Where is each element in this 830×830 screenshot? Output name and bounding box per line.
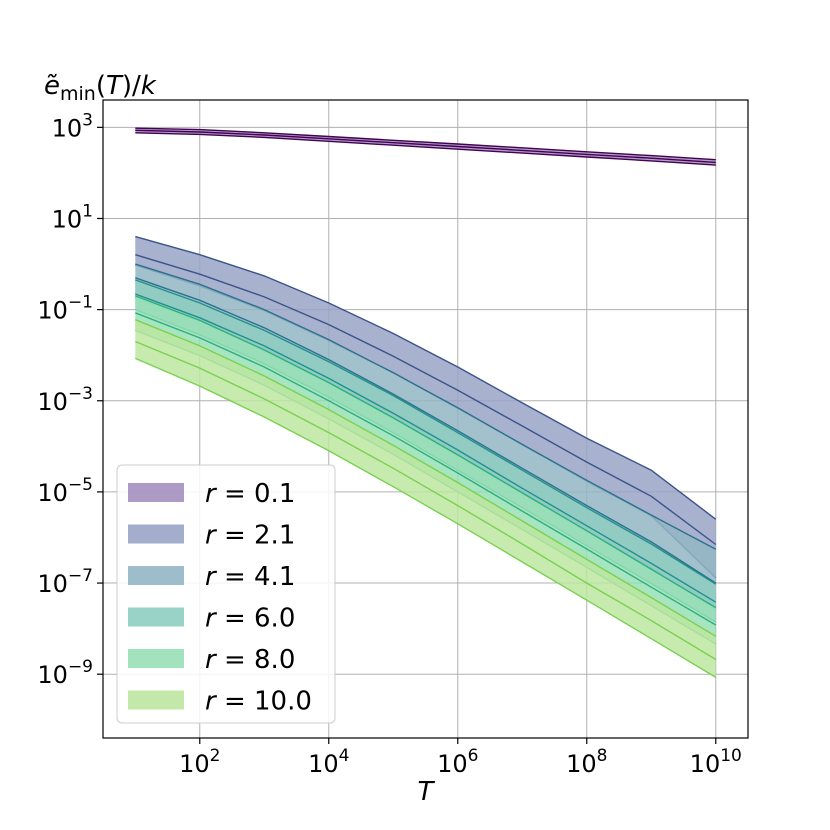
series-line-middle xyxy=(135,312,717,626)
legend-swatch xyxy=(128,524,184,544)
legend-label: r = 0.1 xyxy=(205,479,295,509)
series-line-middle xyxy=(135,129,716,164)
series-line-upper xyxy=(135,279,717,585)
legend-label: r = 4.1 xyxy=(205,562,295,592)
legend-swatch xyxy=(128,566,184,585)
series-line-upper xyxy=(135,295,717,609)
x-tick-label: 106 xyxy=(437,746,478,778)
legend-label: r = 2.1 xyxy=(205,521,295,551)
series-line-lower xyxy=(135,357,717,679)
y-tick-label: 10−3 xyxy=(37,384,93,416)
y-tick-label: 101 xyxy=(52,201,93,233)
legend-swatch xyxy=(128,483,184,502)
series-line-upper xyxy=(135,235,717,520)
series-line-middle xyxy=(135,293,717,603)
x-axis-ticks: 102 104 106 108 1010 xyxy=(179,738,742,778)
x-tick-label: 108 xyxy=(566,746,607,778)
legend-label: r = 6.0 xyxy=(205,604,295,634)
legend-swatch xyxy=(128,690,184,710)
x-axis-label: T xyxy=(418,777,436,807)
legend-label: r = 8.0 xyxy=(205,645,295,675)
plot-frame xyxy=(102,99,749,739)
y-axis-ticks: 103 101 10−1 10−3 10−5 10−7 10−9 xyxy=(37,110,103,689)
x-tick-label: 104 xyxy=(308,746,349,778)
legend: r = 0.1 r = 2.1 r = 4.1 r = 6.0 r = 8.0 r = 1… xyxy=(116,464,336,724)
series-line-lower xyxy=(135,132,716,166)
legend-swatch xyxy=(128,649,184,668)
y-axis-label: ẽmin(T)/k xyxy=(44,71,157,105)
y-tick-label: 10−9 xyxy=(37,657,93,689)
y-tick-label: 103 xyxy=(52,110,93,142)
series-line-middle xyxy=(135,277,717,584)
series-line-middle xyxy=(135,340,717,661)
series-area xyxy=(135,319,716,678)
series-line-upper xyxy=(135,127,716,161)
series-line-upper xyxy=(135,319,717,637)
x-tick-label: 102 xyxy=(179,746,220,778)
series-band xyxy=(135,127,716,166)
x-tick-label: 1010 xyxy=(690,746,742,778)
series-line-middle xyxy=(135,254,717,546)
y-tick-label: 10−5 xyxy=(37,475,93,507)
y-tick-label: 10−1 xyxy=(37,293,93,325)
series-bands xyxy=(135,127,717,679)
series-line-upper xyxy=(135,263,717,550)
y-tick-label: 10−7 xyxy=(37,566,93,598)
legend-swatch xyxy=(128,607,184,627)
legend-label: r = 10.0 xyxy=(205,687,312,717)
series-band xyxy=(135,319,717,679)
series-area xyxy=(135,236,716,578)
